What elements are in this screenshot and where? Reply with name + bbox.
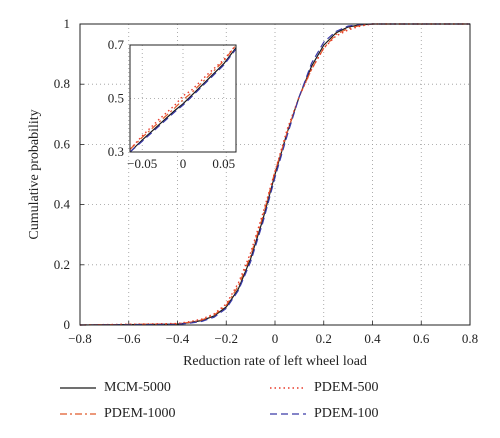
inset-tick-labels: −0.05 0 0.05 0.3 0.5 0.7 bbox=[108, 37, 235, 171]
inset-y-tick-label: 0.3 bbox=[108, 144, 124, 159]
legend-item-pdem-100: PDEM-100 bbox=[270, 406, 379, 422]
x-tick-label: 0.6 bbox=[413, 331, 430, 346]
y-axis-label: Cumulative probability bbox=[27, 109, 42, 239]
series-line-pdem-500 bbox=[79, 23, 470, 326]
legend-label: MCM-5000 bbox=[104, 380, 171, 395]
y-tick-label: 0.6 bbox=[54, 136, 71, 151]
legend-label: PDEM-100 bbox=[314, 406, 379, 421]
inset-x-tick-label: 0 bbox=[180, 156, 187, 171]
inset-series-line-pdem-1000 bbox=[129, 44, 237, 150]
legend-label: PDEM-500 bbox=[314, 380, 379, 395]
legend-item-mcm-5000: MCM-5000 bbox=[60, 380, 171, 396]
legend-swatch-mcm-5000 bbox=[60, 387, 96, 389]
y-tick-label: 0.4 bbox=[54, 197, 71, 212]
y-tick-label: 0 bbox=[64, 317, 71, 332]
y-tick-label: 0.8 bbox=[54, 76, 70, 91]
x-tick-label: −0.4 bbox=[166, 331, 190, 346]
legend-swatch-pdem-100 bbox=[270, 413, 306, 415]
inset-y-tick-label: 0.5 bbox=[108, 91, 124, 106]
main-plot-frame bbox=[79, 23, 471, 326]
x-tick-label: −0.6 bbox=[117, 331, 141, 346]
inset-y-tick-label: 0.7 bbox=[108, 37, 125, 52]
legend-item-pdem-1000: PDEM-1000 bbox=[60, 406, 176, 422]
x-tick-label: 0.8 bbox=[462, 331, 478, 346]
x-tick-label: 0.4 bbox=[364, 331, 381, 346]
inset-series-line-pdem-500 bbox=[129, 44, 237, 150]
legend-swatch-pdem-500 bbox=[270, 387, 306, 389]
inset-chart: −0.05 0 0.05 0.3 0.5 0.7 bbox=[108, 37, 237, 171]
inset-plot-frame bbox=[129, 44, 237, 153]
series-line-pdem-100 bbox=[79, 23, 470, 326]
inset-series-lines bbox=[129, 44, 237, 153]
legend-item-pdem-500: PDEM-500 bbox=[270, 380, 379, 396]
x-tick-label: 0.2 bbox=[316, 331, 332, 346]
x-tick-label: −0.8 bbox=[68, 331, 92, 346]
inset-series-line-pdem-100 bbox=[129, 48, 237, 153]
main-series-lines bbox=[79, 23, 470, 326]
legend: MCM-5000 PDEM-1000 PDEM-500 PDEM-100 bbox=[60, 380, 440, 436]
inset-x-tick-label: 0.05 bbox=[212, 156, 235, 171]
main-tick-labels: −0.8 −0.6 −0.4 −0.2 0 0.2 0.4 0.6 0.8 0 0.2 0.4 0.6 0… bbox=[54, 16, 478, 346]
legend-label: PDEM-1000 bbox=[104, 406, 176, 421]
y-tick-label: 1 bbox=[64, 16, 71, 31]
x-axis-label: Reduction rate of left wheel load bbox=[183, 354, 367, 369]
legend-swatch-pdem-1000 bbox=[60, 413, 96, 415]
series-line-pdem-1000 bbox=[79, 23, 470, 326]
inset-series-line-mcm-5000 bbox=[129, 47, 237, 153]
inset-grid bbox=[130, 45, 236, 152]
x-tick-label: 0 bbox=[272, 331, 279, 346]
x-tick-label: −0.2 bbox=[214, 331, 238, 346]
y-tick-label: 0.2 bbox=[54, 257, 70, 272]
inset-x-tick-label: −0.05 bbox=[127, 156, 157, 171]
